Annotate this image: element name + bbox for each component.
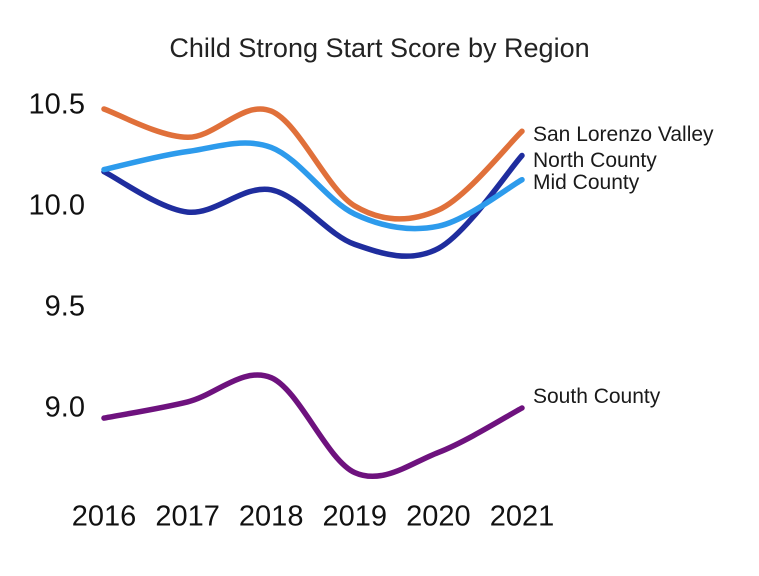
series-line-south-county xyxy=(101,372,525,480)
x-tick-label: 2021 xyxy=(489,500,555,533)
series-line-north-county xyxy=(101,152,525,259)
series-label-mid-county: Mid County xyxy=(533,171,640,194)
x-tick-label: 2017 xyxy=(155,500,220,533)
y-tick-label: 9.0 xyxy=(44,391,85,424)
y-tick-label: 10.5 xyxy=(28,88,85,121)
x-tick-label: 2018 xyxy=(238,500,304,533)
series-label-north-county: North County xyxy=(533,149,657,172)
y-tick-label: 10.0 xyxy=(28,189,85,222)
x-tick-label: 2019 xyxy=(322,500,388,533)
chart-title: Child Strong Start Score by Region xyxy=(169,33,590,63)
series-label-south-county: South County xyxy=(533,385,661,408)
x-tick-label: 2020 xyxy=(406,500,471,533)
series-line-mid-county xyxy=(101,140,525,232)
series-label-san-lorenzo-valley: San Lorenzo Valley xyxy=(533,123,714,146)
series-line-san-lorenzo-valley xyxy=(101,106,525,222)
x-tick-label: 2016 xyxy=(71,500,137,533)
y-tick-label: 9.5 xyxy=(44,290,85,323)
